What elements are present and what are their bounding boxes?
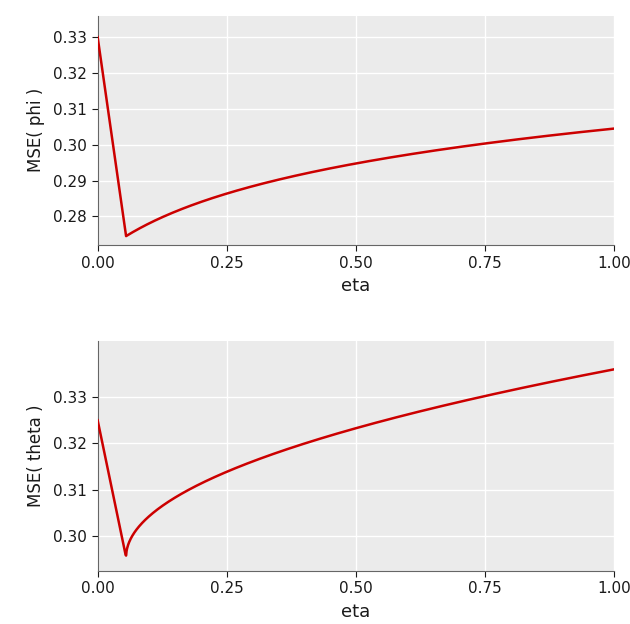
X-axis label: eta: eta	[341, 278, 370, 295]
Y-axis label: MSE( phi ): MSE( phi )	[27, 88, 45, 172]
X-axis label: eta: eta	[341, 603, 370, 622]
Y-axis label: MSE( theta ): MSE( theta )	[27, 405, 45, 507]
